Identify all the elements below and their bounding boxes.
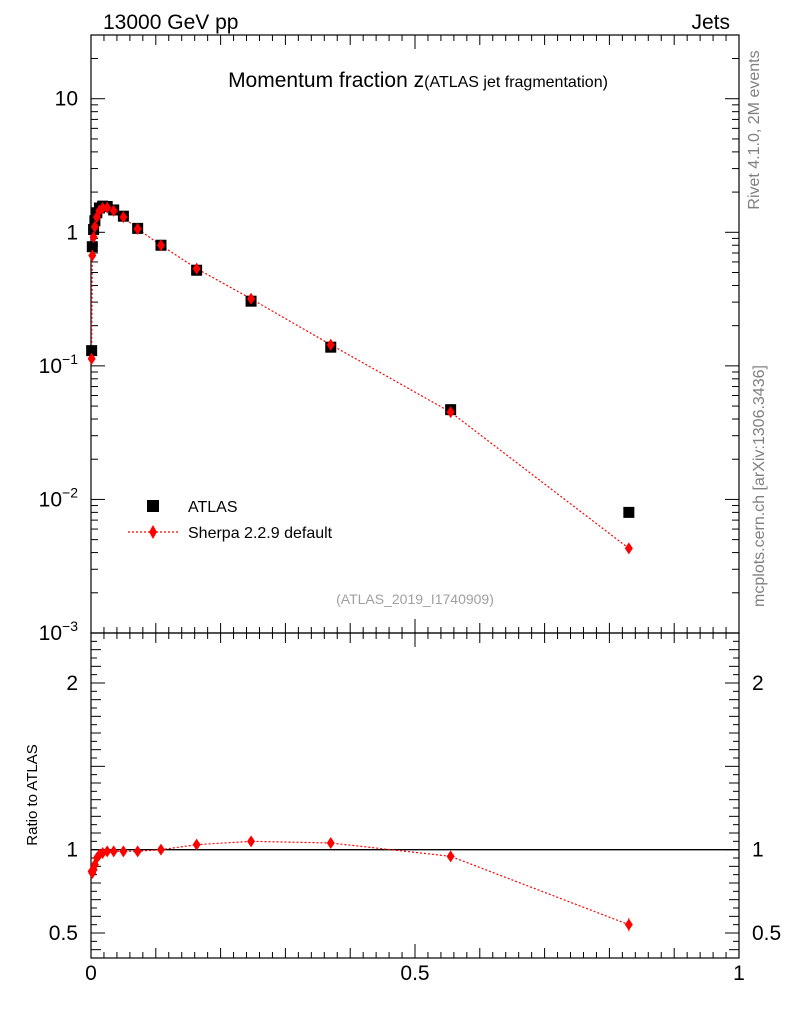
sherpa-ratio-point: [192, 838, 201, 851]
chart-title: Momentum fraction z(ATLAS jet fragmentat…: [228, 69, 608, 92]
x-tick-label: 0: [85, 962, 97, 985]
sherpa-data-point: [446, 406, 455, 419]
sherpa-data-point: [103, 201, 112, 214]
main-y-tick-label: 10−2: [39, 484, 79, 511]
legend-atlas-marker: [147, 500, 159, 512]
main-y-tick-label: 10−1: [39, 351, 79, 378]
chart-title-sub: (ATLAS jet fragmentation): [424, 74, 608, 91]
sherpa-ratio-point: [103, 845, 112, 858]
sherpa-data-point: [109, 204, 118, 217]
sherpa-data-point: [192, 262, 201, 275]
ratio-y-axis-label: Ratio to ATLAS: [24, 744, 41, 845]
sherpa-data-point: [90, 220, 99, 233]
ratio-y-tick-label-right: 1: [752, 839, 764, 862]
ratio-y-tick-labels: 2 2 1 1 0.5 0.5: [49, 672, 781, 945]
sherpa-ratio-line: [91, 840, 630, 926]
atlas-data-point: [623, 506, 635, 518]
legend-atlas-label: ATLAS: [188, 499, 238, 516]
analysis-id-label: (ATLAS_2019_I1740909): [336, 591, 494, 607]
sherpa-data-point: [98, 202, 107, 215]
y-tick-base: 10: [55, 88, 78, 111]
sherpa-ratio-point: [624, 918, 633, 931]
ratio-data-layer: [87, 835, 739, 932]
x-tick-labels: 0 0.5 1: [85, 962, 745, 985]
sherpa-ratio-point: [133, 845, 142, 858]
sherpa-ratio-point: [247, 835, 256, 848]
ratio-y-tick-label-left: 1: [66, 839, 78, 862]
atlas-data-point: [89, 215, 101, 227]
legend-sherpa-marker: [149, 525, 157, 539]
sherpa-ratio-point: [156, 843, 165, 856]
main-y-tick-label: 10: [55, 88, 78, 111]
sherpa-ratio-point: [326, 837, 335, 849]
sherpa-ratio-point: [119, 845, 128, 858]
legend: ATLAS Sherpa 2.2.9 default: [128, 499, 333, 542]
ratio-y-tick-label-left: 0.5: [49, 922, 78, 945]
header-energy-label: 13000 GeV pp: [103, 11, 238, 34]
main-data-layer: [86, 200, 635, 555]
sherpa-main-line: [91, 207, 630, 549]
sherpa-data-point: [156, 239, 165, 252]
y-tick-base: 1: [66, 221, 78, 244]
rivet-version-label: Rivet 4.1.0, 2M events: [746, 50, 763, 209]
ratio-axis-ticks: [90, 632, 740, 959]
atlas-data-point: [86, 241, 98, 253]
chart-title-main: Momentum fraction z: [228, 69, 424, 92]
y-tick-exponent: −3: [62, 618, 78, 634]
sherpa-data-point: [624, 542, 633, 555]
sherpa-data-point: [326, 338, 335, 351]
y-tick-base: 10: [39, 355, 62, 378]
legend-sherpa-label: Sherpa 2.2.9 default: [188, 525, 333, 542]
ratio-y-tick-label-right: 0.5: [752, 922, 781, 945]
sherpa-data-point: [247, 292, 256, 305]
main-axis-ticks: [90, 34, 740, 634]
ratio-plot-panel: 2 2 1 1 0.5 0.5 Ratio to ATLAS: [24, 632, 781, 959]
mcplots-reference-label: mcplots.cern.ch [arXiv:1306.3436]: [751, 365, 768, 607]
sherpa-data-point: [89, 231, 98, 244]
sherpa-data-point: [88, 249, 97, 262]
y-tick-exponent: −2: [62, 484, 78, 500]
main-y-tick-label: 10−3: [39, 618, 79, 645]
y-tick-base: 10: [39, 622, 62, 645]
sherpa-data-point: [133, 222, 142, 235]
ratio-y-tick-label-left: 2: [66, 672, 78, 695]
atlas-data-point: [86, 345, 98, 357]
x-tick-label: 0.5: [400, 962, 429, 985]
ratio-plot-frame: [90, 632, 740, 959]
y-tick-exponent: −1: [62, 351, 78, 367]
y-tick-base: 10: [39, 488, 62, 511]
sherpa-data-point: [87, 352, 96, 365]
header-process-label: Jets: [691, 11, 730, 34]
x-tick-label: 1: [733, 962, 745, 985]
main-y-tick-label: 1: [66, 221, 78, 244]
ratio-y-tick-label-right: 2: [752, 672, 764, 695]
sherpa-ratio-point: [109, 845, 118, 858]
sherpa-data-point: [119, 211, 128, 224]
sherpa-ratio-point: [446, 850, 455, 863]
main-plot-frame: [90, 34, 740, 634]
